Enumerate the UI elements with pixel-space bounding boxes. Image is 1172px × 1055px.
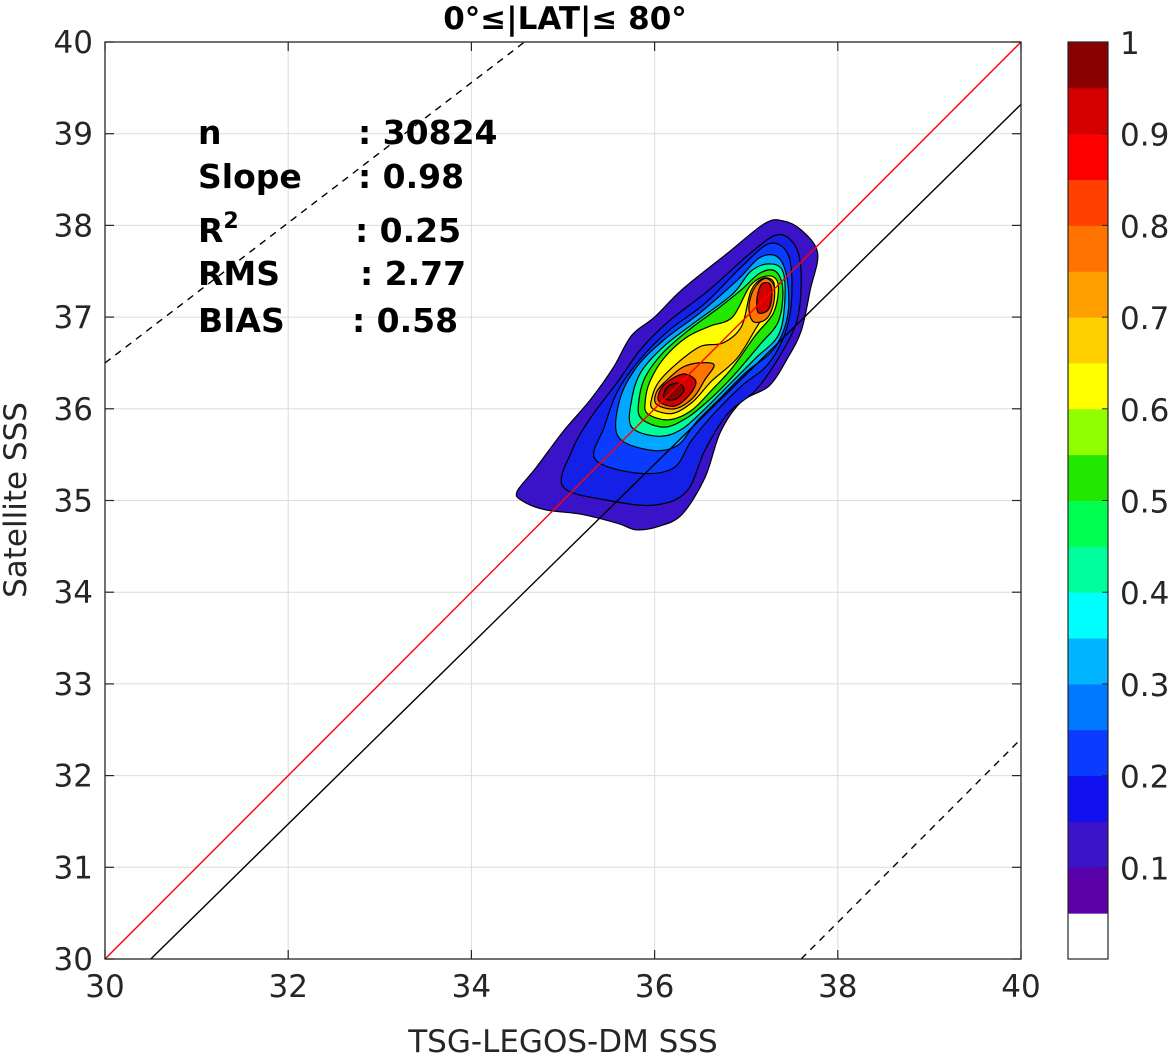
chart-title: 0°≤|LAT|≤ 80° [443, 1, 687, 37]
colorbar-band [1068, 133, 1108, 181]
density-contours [515, 219, 819, 531]
stat-value: : 0.98 [358, 157, 464, 196]
x-tick-label: 40 [1001, 969, 1040, 1005]
y-tick-label: 30 [54, 942, 93, 978]
statistics-annotation: n : 30824 Slope : 0.98 R2 : 0.25 RMS : 2.77 BIAS… [198, 113, 498, 340]
lower-envelope-line [800, 738, 1021, 959]
colorbar-tick-label: 1 [1120, 26, 1140, 62]
stat-name: R2 [198, 209, 239, 250]
y-tick-label: 31 [54, 850, 93, 886]
upper-envelope-line [105, 42, 525, 364]
colorbar-band [1068, 729, 1108, 777]
y-axis-label: Satellite SSS [0, 402, 34, 598]
y-tick-label: 35 [54, 484, 93, 520]
x-axis-label: TSG-LEGOS-DM SSS [407, 1024, 717, 1055]
y-tick-label: 33 [54, 667, 93, 703]
y-tick-label: 39 [54, 117, 93, 153]
density-contour [756, 281, 773, 314]
colorbar-band [1068, 317, 1108, 364]
colorbar-band [1068, 225, 1108, 272]
stat-name: BIAS [198, 301, 285, 340]
colorbar-band [1068, 500, 1108, 547]
colorbar-tick-label: 0.2 [1120, 760, 1169, 796]
y-tick-label: 32 [54, 759, 93, 795]
stat-value: : 0.58 [352, 301, 458, 340]
colorbar-band [1068, 867, 1108, 914]
colorbar-tick-label: 0.3 [1120, 668, 1169, 704]
colorbar-band [1068, 87, 1108, 135]
y-tick-label: 38 [54, 208, 93, 244]
stat-value: : 30824 [358, 113, 498, 152]
colorbar-tick-label: 0.9 [1120, 118, 1169, 154]
colorbar-band [1068, 362, 1108, 410]
reference-lines [105, 42, 1021, 959]
colorbar-band [1068, 683, 1108, 731]
colorbar-band [1068, 638, 1108, 685]
colorbar-tick-label: 0.7 [1120, 301, 1169, 337]
colorbar-tick-label: 0.4 [1120, 576, 1169, 612]
colorbar-band [1068, 775, 1108, 822]
colorbar-tick-label: 0.8 [1120, 209, 1169, 245]
x-tick-label: 34 [452, 969, 491, 1005]
colorbar-band [1068, 179, 1108, 226]
stat-value: : 0.25 [355, 211, 461, 250]
colorbar-band [1068, 408, 1108, 456]
density-contour [662, 382, 685, 401]
stat-name: Slope [198, 157, 302, 196]
colorbar-band [1068, 42, 1108, 89]
x-tick-label: 32 [268, 969, 307, 1005]
x-tick-label: 36 [635, 969, 674, 1005]
colorbar-band [1068, 592, 1108, 639]
colorbar-band [1068, 913, 1108, 960]
colorbar-band [1068, 454, 1108, 501]
regression-line [150, 103, 1021, 959]
stat-value: : 2.77 [360, 254, 466, 293]
colorbar-band [1068, 821, 1108, 868]
colorbar: 1 0.9 0.8 0.7 0.6 0.5 0.4 0.3 0.2 0.1 [1067, 26, 1169, 960]
colorbar-tick-label: 0.1 [1120, 851, 1169, 887]
colorbar-tick-label: 0.5 [1120, 485, 1169, 521]
colorbar-band [1068, 271, 1108, 318]
y-tick-label: 40 [54, 25, 93, 61]
x-tick-label: 30 [85, 969, 124, 1005]
stat-name: n [198, 113, 222, 152]
y-tick-label: 36 [54, 392, 93, 428]
x-tick-label: 38 [818, 969, 857, 1005]
colorbar-band [1068, 546, 1108, 593]
colorbar-tick-label: 0.6 [1120, 393, 1169, 429]
y-tick-label: 34 [54, 575, 93, 611]
axis-ticks: 30 32 34 36 38 40 30 31 32 33 34 35 36 37 38 39 40 [54, 25, 1041, 1005]
one-to-one-line [105, 42, 1021, 959]
y-tick-label: 37 [54, 300, 93, 336]
stat-name: RMS [198, 254, 280, 293]
stat-superscript: 2 [223, 209, 238, 234]
